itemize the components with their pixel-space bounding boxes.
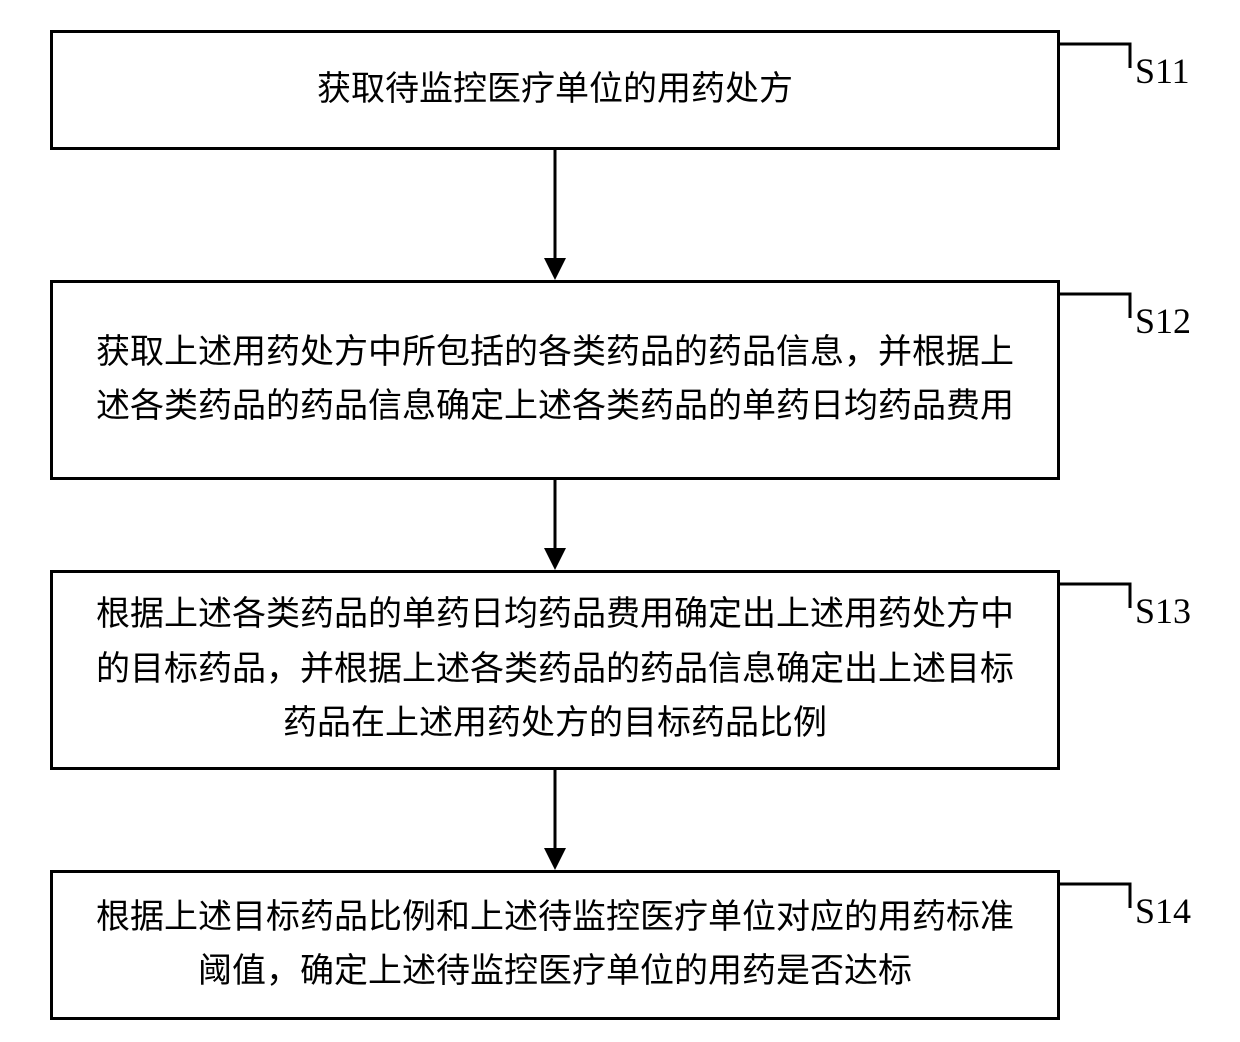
step-label-s12: S12 bbox=[1135, 300, 1191, 342]
step-label-s13: S13 bbox=[1135, 590, 1191, 632]
step-text-s14: 根据上述目标药品比例和上述待监控医疗单位对应的用药标准阈值，确定上述待监控医疗单… bbox=[83, 891, 1027, 1000]
step-label-s14: S14 bbox=[1135, 890, 1191, 932]
step-text-s12: 获取上述用药处方中所包括的各类药品的药品信息，并根据上述各类药品的药品信息确定上… bbox=[83, 326, 1027, 435]
step-box-s13: 根据上述各类药品的单药日均药品费用确定出上述用药处方中的目标药品，并根据上述各类… bbox=[50, 570, 1060, 770]
step-label-s11: S11 bbox=[1135, 50, 1190, 92]
step-text-s13: 根据上述各类药品的单药日均药品费用确定出上述用药处方中的目标药品，并根据上述各类… bbox=[83, 588, 1027, 751]
step-box-s14: 根据上述目标药品比例和上述待监控医疗单位对应的用药标准阈值，确定上述待监控医疗单… bbox=[50, 870, 1060, 1020]
step-text-s11: 获取待监控医疗单位的用药处方 bbox=[317, 63, 793, 117]
flowchart-container: 获取待监控医疗单位的用药处方 S11 获取上述用药处方中所包括的各类药品的药品信… bbox=[0, 0, 1240, 1042]
step-box-s12: 获取上述用药处方中所包括的各类药品的药品信息，并根据上述各类药品的药品信息确定上… bbox=[50, 280, 1060, 480]
step-box-s11: 获取待监控医疗单位的用药处方 bbox=[50, 30, 1060, 150]
